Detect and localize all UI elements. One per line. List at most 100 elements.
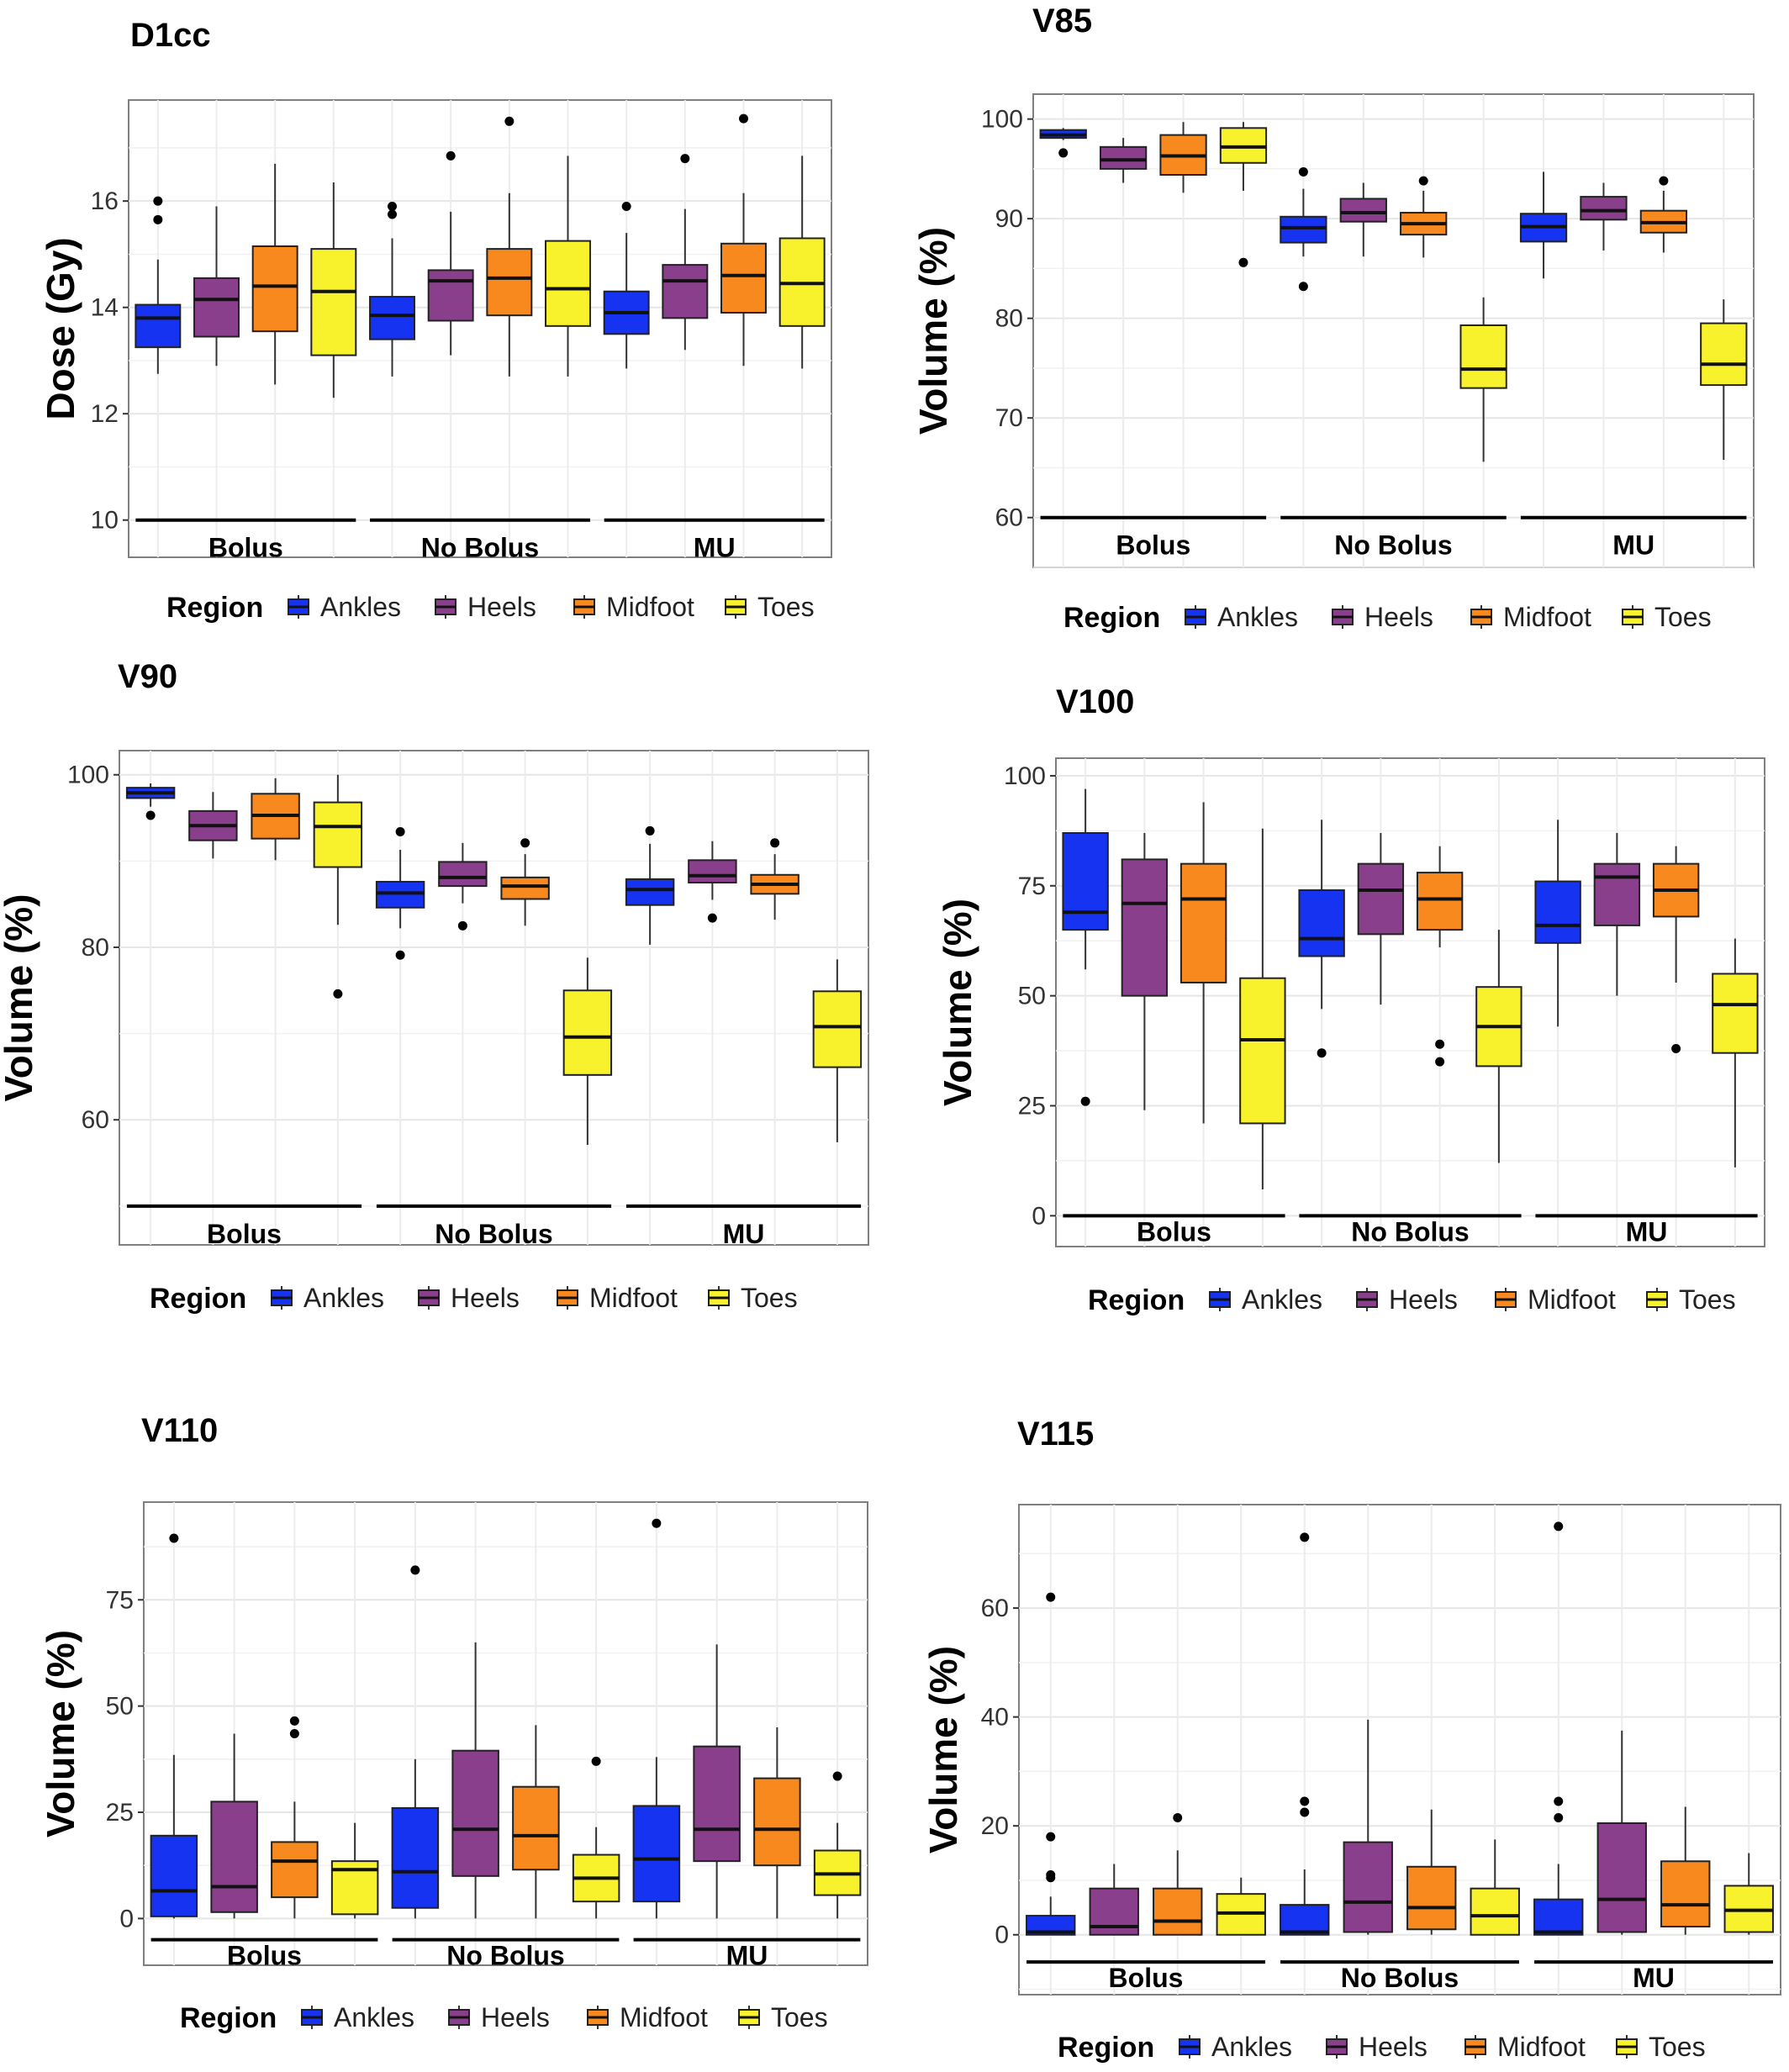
- box-body: [1357, 862, 1405, 936]
- legend-item-midfoot: Midfoot: [1495, 1284, 1616, 1315]
- box-bolus-heels: [188, 792, 238, 859]
- box-body: [812, 990, 863, 1068]
- group-label-bolus: Bolus: [227, 1941, 302, 1971]
- box-body: [1416, 872, 1464, 931]
- legend-label: Toes: [1679, 1284, 1736, 1315]
- outlier-point: [1554, 1812, 1564, 1822]
- box-no-bolus-heels: [1343, 1719, 1393, 1935]
- legend-item-toes: Toes: [1622, 602, 1712, 632]
- box-body: [1179, 862, 1227, 983]
- box-body: [391, 1806, 440, 1909]
- outlier-point: [739, 113, 748, 124]
- group-label-bolus: Bolus: [1109, 1963, 1184, 1993]
- y-tick-label: 10: [91, 507, 119, 535]
- outlier-point: [1554, 1521, 1564, 1532]
- box-bolus-heels: [1121, 832, 1169, 1110]
- group-label-bolus: Bolus: [1116, 530, 1190, 561]
- box-body: [1459, 324, 1507, 389]
- box-no-bolus-toes: [1459, 297, 1507, 462]
- outlier-point: [1435, 1057, 1445, 1067]
- group-label-no-bolus: No Bolus: [421, 533, 539, 563]
- legend: Region Ankles Heels Midfoot Toes: [1088, 1284, 1736, 1316]
- box-bolus-toes: [313, 774, 363, 999]
- plot-area: [143, 1501, 868, 1966]
- legend-label: Midfoot: [589, 1283, 678, 1313]
- outlier-point: [520, 838, 530, 848]
- group-label-no-bolus: No Bolus: [1341, 1963, 1459, 1993]
- legend-label: Toes: [741, 1283, 798, 1313]
- legend-item-ankles: Ankles: [1185, 602, 1298, 632]
- box-body: [632, 1805, 681, 1903]
- y-tick-label: 50: [106, 1693, 134, 1721]
- panel-title: V115: [1017, 1416, 1094, 1453]
- box-body: [193, 277, 240, 338]
- group-label-mu: MU: [1626, 1216, 1668, 1247]
- box-body: [438, 861, 488, 888]
- box-body: [1298, 889, 1345, 957]
- box-no-bolus-ankles: [1280, 1532, 1330, 1936]
- legend-label: Toes: [1654, 602, 1712, 632]
- box-no-bolus-heels: [451, 1642, 499, 1919]
- y-tick-label: 80: [995, 305, 1023, 333]
- legend-item-toes: Toes: [1616, 2032, 1706, 2062]
- outlier-point: [153, 214, 163, 224]
- outlier-point: [645, 825, 655, 836]
- box-bolus-heels: [1089, 1864, 1139, 1936]
- box-mu-midfoot: [1660, 1806, 1711, 1935]
- y-tick-label: 0: [119, 1905, 134, 1932]
- box-body: [271, 1841, 319, 1899]
- box-body: [369, 296, 415, 340]
- legend-item-midfoot: Midfoot: [557, 1283, 678, 1313]
- legend-item-midfoot: Midfoot: [587, 2002, 708, 2032]
- box-mu-toes: [778, 156, 826, 369]
- y-axis-label: Dose (Gy): [39, 237, 82, 419]
- outlier-point: [1418, 176, 1428, 186]
- y-tick-label: 90: [995, 205, 1023, 233]
- legend: Region Ankles Heels Midfoot Toes: [180, 2002, 828, 2034]
- box-no-bolus-midfoot: [1406, 1809, 1457, 1935]
- legend-label: Heels: [481, 2002, 550, 2032]
- legend-title: Region: [166, 592, 263, 624]
- box-body: [545, 240, 591, 327]
- box-body: [1593, 862, 1641, 926]
- panel-title: V100: [1056, 683, 1134, 720]
- outlier-point: [680, 154, 690, 164]
- legend-item-heels: Heels: [435, 592, 536, 622]
- outlier-point: [1080, 1096, 1090, 1106]
- box-no-bolus-ankles: [391, 1565, 440, 1919]
- box-mu-ankles: [1519, 171, 1568, 279]
- legend-label: Midfoot: [1528, 1284, 1616, 1315]
- plot-area: [119, 750, 869, 1246]
- group-label-no-bolus: No Bolus: [435, 1219, 552, 1249]
- box-body: [625, 878, 675, 906]
- outlier-point: [388, 209, 397, 219]
- box-body: [1062, 831, 1109, 931]
- y-axis-label: Volume (%): [39, 1630, 82, 1837]
- legend-item-heels: Heels: [418, 1283, 520, 1313]
- outlier-point: [504, 116, 515, 126]
- panel-v90: V90 60 80 100 Volume (%) Bolus No Bolus MU Regio…: [0, 658, 869, 1315]
- box-bolus-midfoot: [1179, 802, 1227, 1124]
- box-no-bolus-toes: [1475, 930, 1522, 1163]
- box-bolus-toes: [330, 1822, 379, 1919]
- panel-title: V90: [118, 658, 177, 695]
- legend-item-toes: Toes: [725, 592, 815, 622]
- y-axis-label: Volume (%): [921, 1646, 965, 1853]
- outlier-point: [621, 202, 631, 212]
- box-bolus-midfoot: [251, 163, 298, 385]
- panel-title: V85: [1032, 3, 1092, 40]
- box-bolus-ankles: [1039, 128, 1087, 158]
- legend-label: Ankles: [1217, 602, 1298, 632]
- legend-label: Midfoot: [1503, 602, 1591, 632]
- y-tick-label: 25: [1018, 1093, 1046, 1120]
- box-mu-ankles: [1534, 820, 1581, 1027]
- box-mu-midfoot: [1652, 846, 1700, 1053]
- legend-label: Heels: [1389, 1284, 1458, 1315]
- box-no-bolus-toes: [1470, 1839, 1520, 1936]
- y-tick-label: 100: [1004, 762, 1046, 790]
- box-no-bolus-midfoot: [486, 116, 533, 377]
- outlier-point: [1298, 282, 1308, 292]
- legend-item-midfoot: Midfoot: [573, 592, 694, 622]
- box-mu-toes: [1723, 1853, 1774, 1935]
- box-body: [1596, 1822, 1647, 1933]
